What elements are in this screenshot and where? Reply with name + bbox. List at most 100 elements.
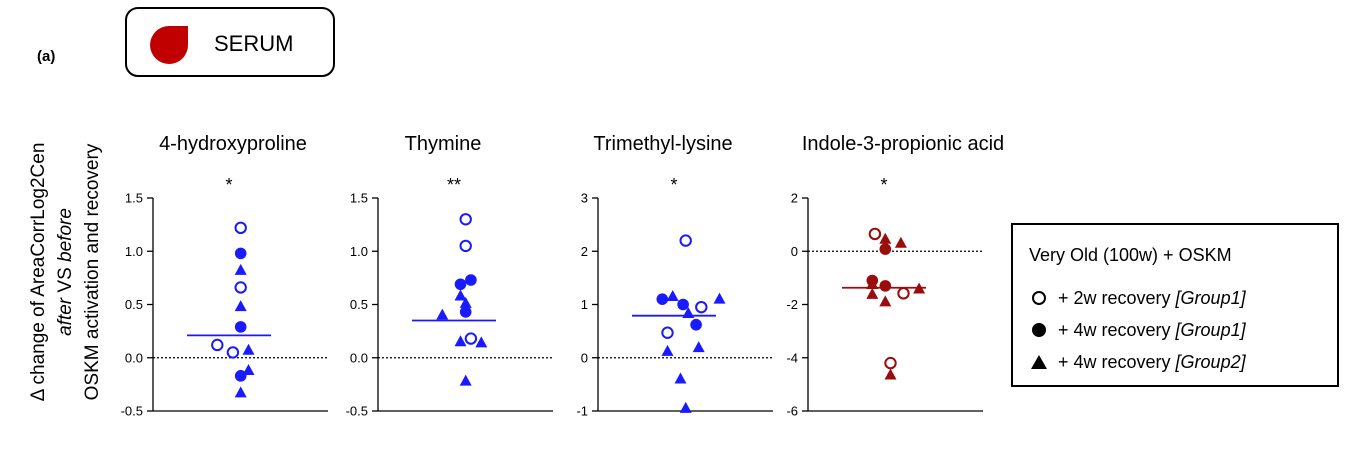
data-point-open-circle: [459, 239, 472, 253]
chart-title: Trimethyl-lysine: [593, 133, 732, 155]
y-tick-label: 1.5: [350, 191, 368, 206]
y-tick-label: 1.0: [125, 244, 143, 259]
y-tick-label: -0.5: [121, 404, 143, 419]
data-point-open-circle: [211, 338, 224, 352]
data-point-filled-triangle: [234, 386, 247, 398]
data-point-filled-triangle: [879, 232, 892, 244]
data-point-open-circle: [679, 234, 692, 247]
legend-entry-1: + 2w recovery [Group1]: [1058, 288, 1247, 308]
y-tick-label: -2: [786, 297, 798, 312]
y-tick-label: 2: [581, 244, 588, 259]
legend-open-circle-marker: [1032, 291, 1046, 305]
legend-entry-2-text: + 4w recovery: [1058, 320, 1176, 340]
chart-panel-2: Thymine ** -0.5 0.0 0.5 1.0 1.5: [346, 133, 553, 419]
data-point-filled-triangle: [713, 292, 726, 304]
legend-filled-circle-marker: [1032, 323, 1046, 337]
y-tick-label: 0.5: [125, 297, 143, 312]
data-point-filled-triangle: [879, 295, 892, 307]
data-point-filled-triangle: [674, 372, 687, 384]
y-tick-label: 1: [581, 297, 588, 312]
chart-title: Thymine: [405, 133, 482, 155]
data-point-filled-triangle: [475, 336, 488, 348]
data-point-filled-circle: [234, 370, 247, 382]
legend-entry-1-text: + 2w recovery: [1058, 288, 1176, 308]
data-point-filled-circle: [690, 318, 702, 331]
y-axis-label-line2: after VS before: [55, 208, 76, 336]
data-point-open-circle: [695, 300, 708, 314]
significance-marker: *: [225, 175, 232, 195]
data-point-filled-circle: [879, 243, 892, 255]
data-point-filled-triangle: [459, 374, 472, 386]
data-point-filled-circle: [879, 280, 892, 292]
y-axis-label-after: after: [55, 297, 76, 336]
y-axis-label: Δ change of AreaCorrLog2Cen after VS bef…: [28, 143, 103, 402]
data-point-filled-circle: [459, 306, 472, 318]
data-point-filled-triangle: [661, 344, 674, 356]
y-axis-label-before: before: [55, 208, 76, 262]
serum-badge: SERUM: [125, 7, 335, 77]
data-point-filled-triangle: [666, 290, 679, 302]
legend-entry-3-tag: [Group2]: [1175, 352, 1247, 372]
legend: Very Old (100w) + OSKM + 2w recovery [Gr…: [1011, 223, 1339, 387]
y-axis-label-vs: VS: [55, 262, 76, 298]
legend-frame: [1011, 223, 1339, 387]
legend-filled-triangle-marker: [1031, 355, 1047, 369]
chart-panel-3: Trimethyl-lysine * -1 0 1 2 3: [576, 133, 773, 419]
data-point-filled-triangle: [454, 335, 467, 347]
data-point-filled-triangle: [242, 364, 255, 376]
y-tick-label: 0: [581, 350, 588, 365]
data-point-filled-circle: [234, 247, 247, 260]
data-point-open-circle: [868, 227, 882, 241]
data-point-filled-triangle: [913, 282, 926, 294]
data-point-filled-circle: [656, 293, 669, 305]
significance-marker: *: [880, 175, 887, 195]
y-axis-label-line1: Δ change of AreaCorrLog2Cen: [28, 143, 49, 402]
y-tick-label: -4: [786, 350, 798, 365]
y-tick-label: 3: [581, 191, 588, 206]
serum-label: SERUM: [214, 31, 293, 56]
y-tick-label: 0.0: [350, 350, 368, 365]
data-point-filled-triangle: [234, 263, 247, 275]
data-point-filled-circle: [454, 278, 467, 291]
data-point-filled-circle: [465, 274, 477, 286]
legend-entry-2-tag: [Group1]: [1175, 320, 1247, 340]
data-point-filled-triangle: [679, 401, 692, 413]
legend-entry-1-tag: [Group1]: [1175, 288, 1247, 308]
y-tick-label: -6: [786, 404, 798, 419]
y-tick-label: -1: [576, 404, 588, 419]
data-point-filled-triangle: [692, 341, 705, 353]
panel-label: (a): [37, 48, 55, 65]
chart-panel-1: 4-hydroxyproline * -0.5 0.0 0.5 1.0 1.5: [121, 133, 328, 419]
data-point-open-circle: [459, 213, 472, 226]
blood-drop-icon: [150, 26, 189, 64]
chart-panels: 4-hydroxyproline * -0.5 0.0 0.5 1.0 1.5 Thymine…: [121, 133, 1005, 419]
data-point-filled-circle: [677, 298, 689, 311]
y-tick-label: 0: [791, 244, 798, 259]
legend-entry-2: + 4w recovery [Group1]: [1058, 320, 1247, 340]
data-point-filled-triangle: [234, 300, 247, 312]
data-point-filled-triangle: [682, 307, 695, 319]
data-point-filled-triangle: [242, 343, 255, 355]
data-point-filled-triangle: [884, 368, 897, 380]
y-tick-label: 0.5: [350, 297, 368, 312]
y-tick-label: 2: [791, 191, 798, 206]
data-point-filled-triangle: [866, 287, 879, 299]
y-tick-label: -0.5: [346, 404, 368, 419]
data-point-open-circle: [884, 356, 897, 370]
data-point-filled-triangle: [436, 308, 449, 320]
y-axis-label-line3: OSKM activation and recovery: [82, 143, 103, 400]
data-point-open-circle: [661, 326, 674, 339]
data-point-filled-triangle: [894, 236, 907, 248]
chart-panel-4: Indole-3-propionic acid * -6 -4 -2 0 2: [786, 133, 1004, 419]
significance-marker: *: [670, 175, 677, 195]
data-point-open-circle: [234, 221, 247, 235]
chart-title: 4-hydroxyproline: [159, 133, 307, 155]
y-tick-label: 0.0: [125, 350, 143, 365]
chart-title: Indole-3-propionic acid: [802, 133, 1004, 155]
data-point-filled-triangle: [866, 278, 879, 290]
data-point-filled-circle: [234, 321, 247, 333]
data-point-open-circle: [464, 332, 478, 345]
data-point-open-circle: [234, 281, 247, 294]
data-point-open-circle: [226, 346, 240, 359]
significance-marker: **: [447, 175, 461, 195]
